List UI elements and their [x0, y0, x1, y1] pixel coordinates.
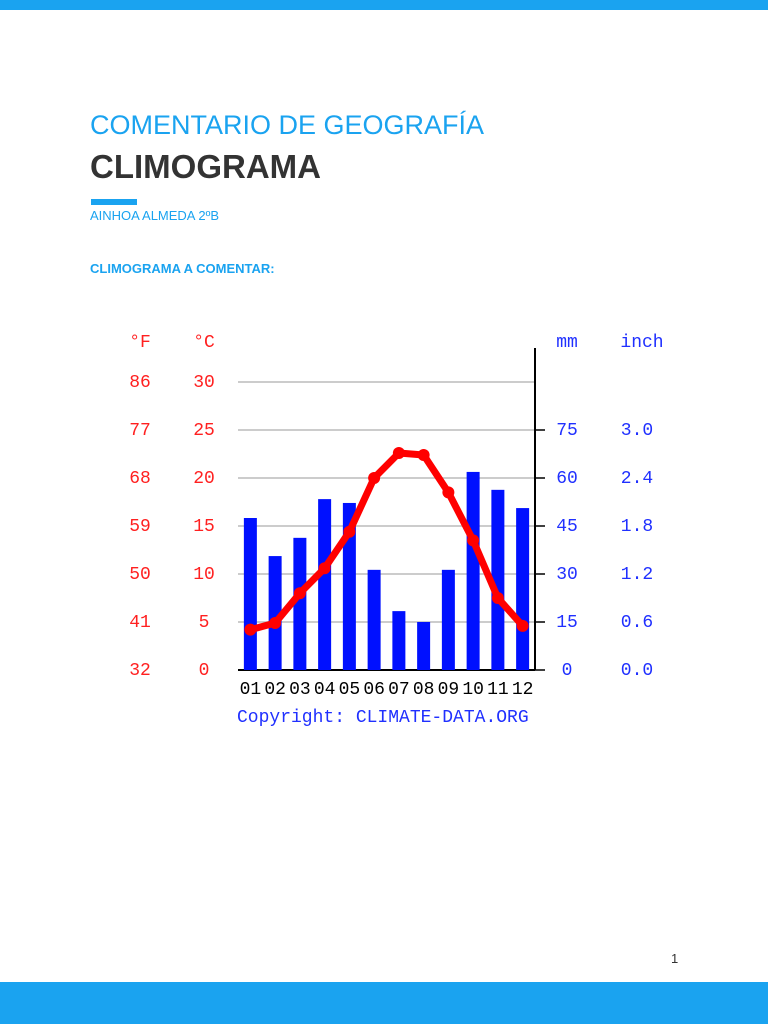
x-tick-label: 01: [240, 680, 262, 700]
line-point: [442, 486, 455, 499]
y2-tick-label-inch: 3.0: [621, 421, 653, 441]
line-point: [516, 619, 529, 632]
line-point: [318, 562, 331, 575]
y2-tick-label: 15: [556, 613, 578, 633]
y2-tick-label-inch: 1.2: [621, 565, 653, 585]
x-tick-label: 06: [363, 680, 385, 700]
section-heading: CLIMOGRAMA A COMENTAR:: [90, 261, 275, 276]
y2-tick-label: 30: [556, 565, 578, 585]
bar: [466, 471, 480, 670]
title: CLIMOGRAMA: [90, 148, 321, 185]
y-tick-label: 20: [193, 469, 215, 489]
title-rule: [91, 199, 137, 205]
line-point: [343, 525, 356, 538]
line-point: [269, 616, 282, 629]
bar: [243, 518, 257, 670]
kicker: COMENTARIO DE GEOGRAFÍA: [90, 110, 485, 140]
line-point: [467, 534, 480, 547]
y-tick-label: 15: [193, 517, 215, 537]
line: [249, 449, 526, 634]
bar: [268, 556, 282, 670]
bar: [318, 499, 332, 670]
bar: [491, 489, 505, 670]
axis-unit: inch: [620, 333, 663, 353]
x-tick-label: 04: [314, 680, 336, 700]
y-tick-label-f: 68: [129, 469, 151, 489]
y2-tick-label: 75: [556, 421, 578, 441]
y-tick-label: 25: [193, 421, 215, 441]
x-tick-label: 02: [264, 680, 286, 700]
line-point: [491, 592, 504, 604]
y2-tick-label: 0: [562, 661, 573, 681]
line-point: [368, 472, 381, 484]
top-band: [0, 0, 768, 10]
x-tick-label: 10: [462, 680, 484, 700]
bar: [441, 569, 455, 670]
y2-tick-label-inch: 1.8: [621, 517, 653, 537]
bar: [516, 508, 530, 670]
x-tick-label: 09: [438, 680, 460, 700]
y2-tick-label: 45: [556, 517, 578, 537]
axis-unit: °F: [129, 333, 151, 353]
y-tick-label-f: 86: [129, 373, 151, 393]
x-tick-label: 08: [413, 680, 435, 700]
y-tick-label: 10: [193, 565, 215, 585]
bar: [367, 569, 381, 670]
line-point: [417, 448, 430, 461]
y-tick-label: 30: [193, 373, 215, 393]
line-point: [293, 587, 306, 600]
axis-unit: mm: [556, 333, 578, 353]
line-point: [392, 447, 405, 460]
axis-unit: °C: [193, 333, 215, 353]
line-point: [244, 623, 257, 636]
y-tick-label: 0: [199, 661, 210, 681]
x-tick-label: 07: [388, 680, 410, 700]
y-tick-label-f: 32: [129, 661, 151, 681]
source: Copyright: CLIMATE-DATA.ORG: [237, 708, 529, 728]
y2-tick-label-inch: 0.0: [621, 661, 653, 681]
bottom-band: [0, 982, 768, 1024]
y-tick-label-f: 50: [129, 565, 151, 585]
y2-tick-label: 60: [556, 469, 578, 489]
y-tick-label-f: 77: [129, 421, 151, 441]
x-tick-label: 11: [487, 680, 509, 700]
y2-tick-label-inch: 0.6: [621, 613, 653, 633]
bar: [392, 611, 406, 670]
x-tick-label: 05: [339, 680, 361, 700]
y2-tick-label-inch: 2.4: [621, 469, 653, 489]
x-tick-label: 03: [289, 680, 311, 700]
y-tick-label-f: 59: [129, 517, 151, 537]
bar: [417, 622, 431, 670]
chart: °F °C mm inch Copyright: CLIMATE-DATA.OR…: [129, 333, 663, 728]
page-number: 1: [671, 951, 679, 966]
author: AINHOA ALMEDA 2ºB: [90, 208, 220, 223]
x-tick-label: 12: [512, 680, 534, 700]
bar: [342, 502, 356, 670]
y-tick-label-f: 41: [129, 613, 151, 633]
y-tick-label: 5: [199, 613, 210, 633]
bar: [293, 537, 307, 670]
